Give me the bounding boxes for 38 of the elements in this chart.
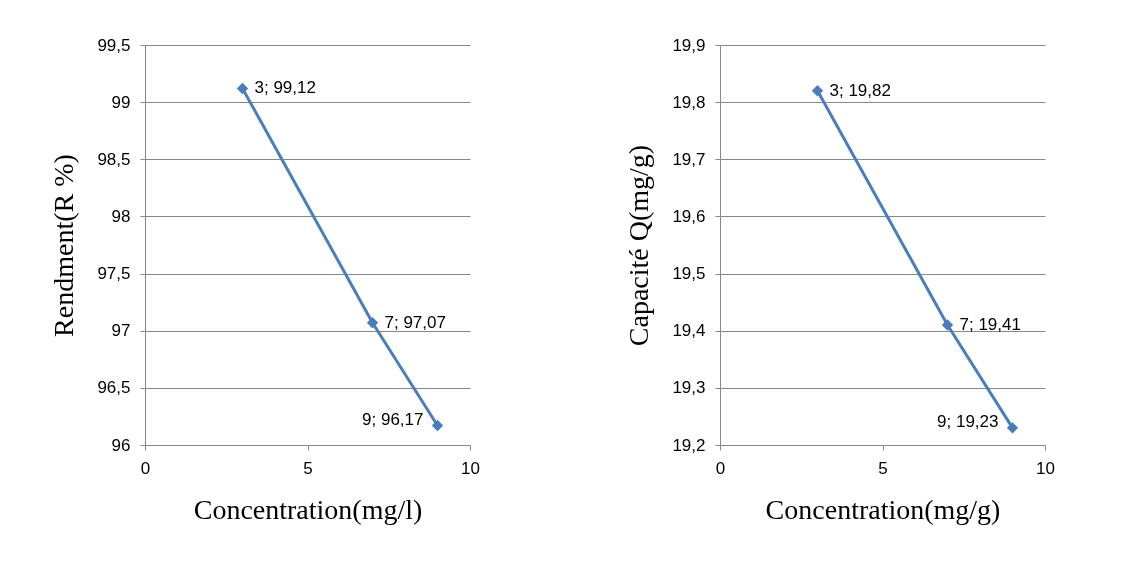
y-tick-label: 98: [111, 206, 131, 226]
y-tick-label: 96: [111, 435, 131, 455]
y-tick-label: 19,6: [672, 206, 706, 226]
y-tick-label: 97,5: [97, 264, 131, 284]
y-tick-label: 97: [111, 321, 131, 341]
x-axis-title: Concentration(mg/l): [193, 493, 423, 525]
data-label: 9; 19,23: [937, 411, 999, 431]
x-tick-label: 0: [140, 458, 151, 478]
x-tick-label: 10: [461, 458, 480, 478]
y-axis-title: Capacité Q(mg/g): [623, 144, 655, 347]
x-axis-title: Concentration(mg/g): [765, 493, 1001, 525]
point: [811, 85, 824, 97]
x-tick-label: 10: [1036, 458, 1055, 478]
y-tick-label: 19,7: [672, 149, 706, 169]
y-tick-label: 99,5: [97, 35, 131, 55]
y-tick-label: 99: [111, 92, 131, 112]
point: [941, 319, 954, 331]
y-tick-label: 96,5: [97, 378, 131, 398]
x-tick-label: 5: [878, 458, 888, 478]
data-label: 7; 97,07: [384, 312, 446, 332]
y-tick-label: 19,9: [672, 35, 706, 55]
y-tick-label: 19,2: [672, 435, 706, 455]
point: [431, 419, 444, 432]
data-label: 9; 96,17: [362, 409, 424, 429]
x-tick-label: 0: [715, 458, 726, 478]
point: [236, 82, 249, 95]
y-tick-label: 98,5: [97, 149, 131, 169]
y-tick-label: 19,8: [672, 92, 706, 112]
data-label: 3; 19,82: [829, 80, 891, 100]
y-axis-title: Rendment(R %): [48, 154, 80, 337]
y-tick-label: 19,5: [672, 264, 706, 284]
y-tick-label: 19,3: [672, 378, 706, 398]
data-label: 3; 99,12: [254, 78, 316, 98]
y-tick-label: 19,4: [672, 321, 706, 341]
data-label: 7; 19,41: [959, 315, 1021, 334]
point: [366, 317, 379, 329]
x-tick-label: 5: [303, 458, 313, 478]
point: [1006, 422, 1019, 434]
